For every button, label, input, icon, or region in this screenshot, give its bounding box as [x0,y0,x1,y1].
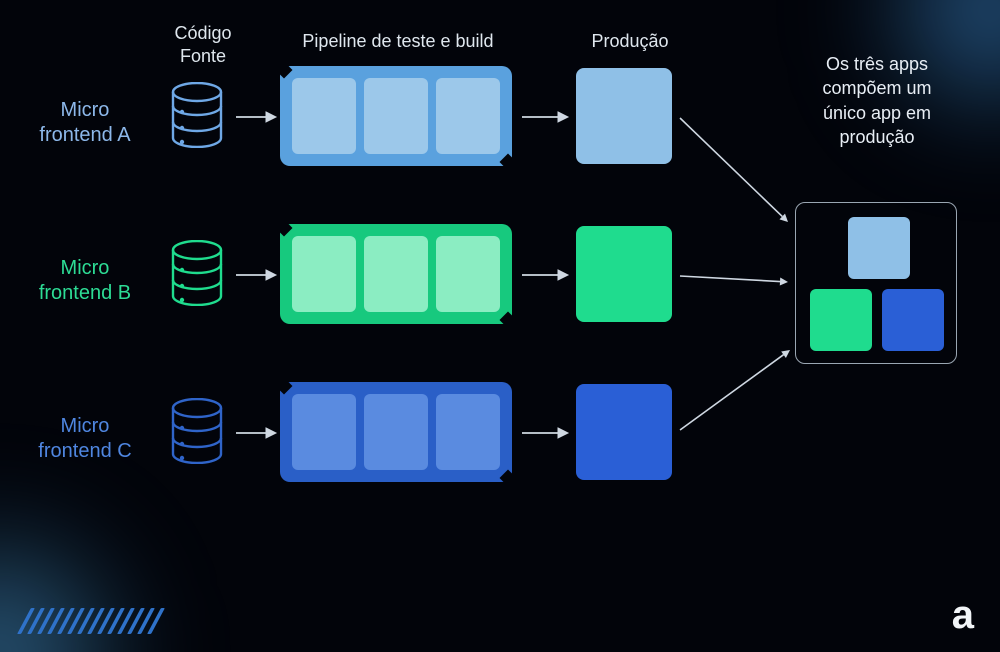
diagonal-arrows [0,0,1000,652]
brand-glyph: a [952,593,974,638]
hatch-decoration [24,608,158,634]
diagram-stage: CódigoFonte Pipeline de teste e build Pr… [0,0,1000,652]
